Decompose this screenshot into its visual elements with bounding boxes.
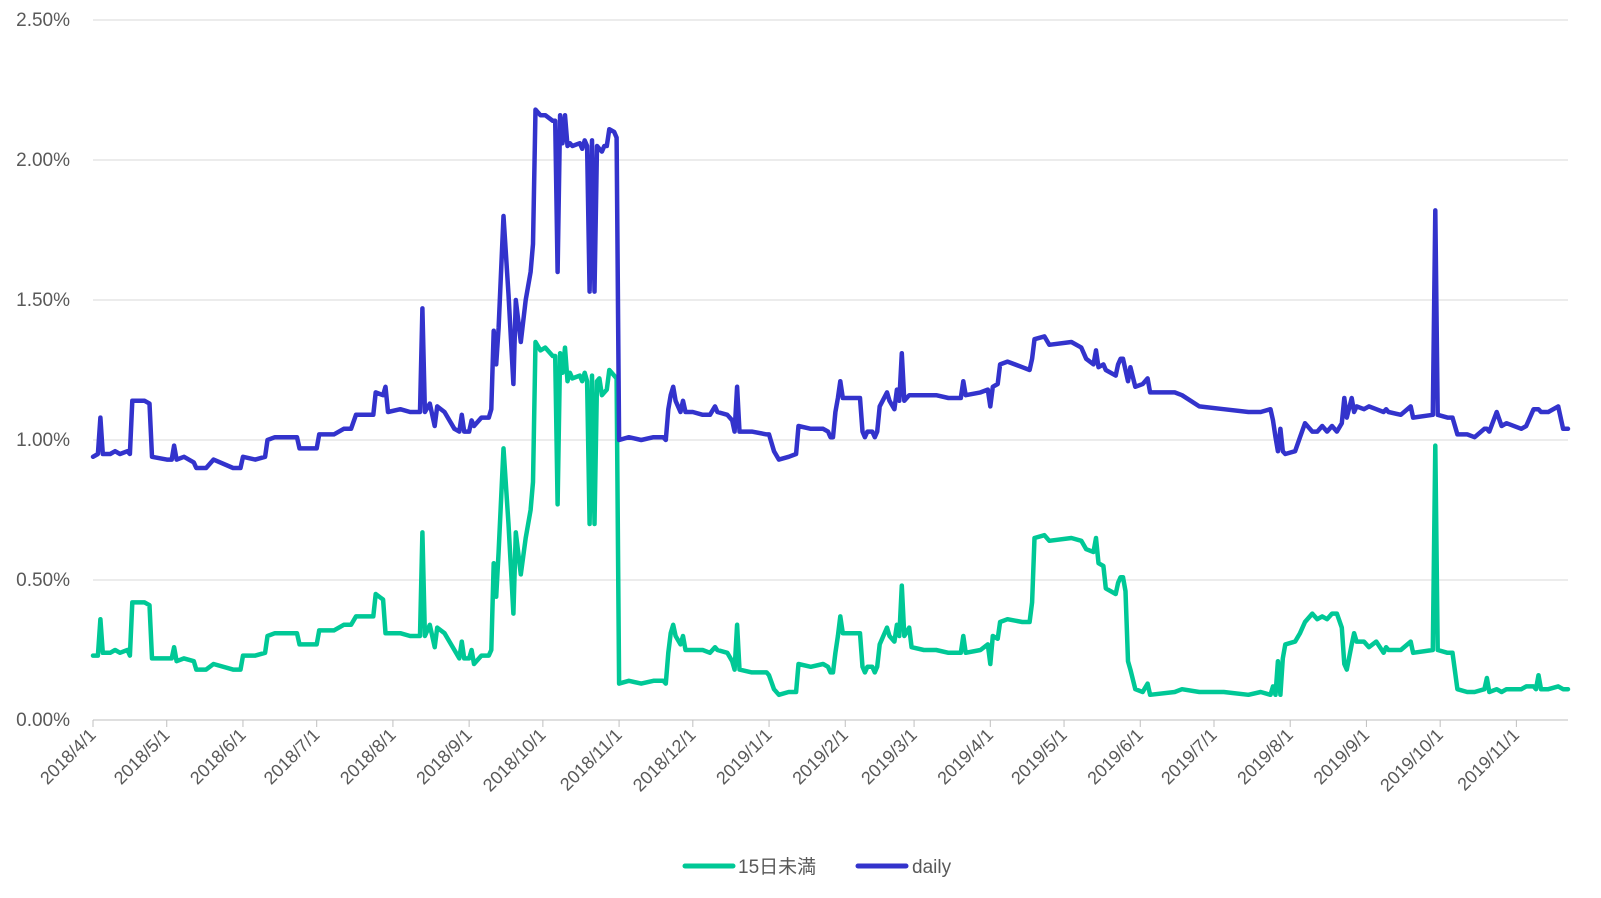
- x-tick-label: 2018/9/1: [412, 725, 476, 789]
- x-tick-label: 2018/10/1: [479, 725, 550, 796]
- x-tick-labels: 2018/4/1 2018/5/1 2018/6/1 2018/7/1 2018/8/1…: [36, 720, 1523, 795]
- x-tick-label: 2019/8/1: [1233, 725, 1297, 789]
- x-tick-label: 2018/4/1: [36, 725, 100, 789]
- x-tick-label: 2018/8/1: [336, 725, 400, 789]
- x-tick-label: 2019/1/1: [712, 725, 776, 789]
- y-tick-label: 0.50%: [16, 570, 70, 591]
- x-tick-label: 2019/3/1: [857, 725, 921, 789]
- x-tick-label: 2018/7/1: [260, 725, 324, 789]
- series-line-daily: [90, 107, 1571, 471]
- x-tick-label: 2018/5/1: [110, 725, 174, 789]
- x-tick-label: 2019/7/1: [1157, 725, 1221, 789]
- y-tick-label: 2.50%: [16, 10, 70, 31]
- x-tick-label: 2019/11/1: [1453, 725, 1523, 795]
- y-tick-label: 2.00%: [16, 150, 70, 171]
- x-tick-label: 2019/10/1: [1376, 725, 1447, 796]
- y-tick-label: 1.50%: [16, 290, 70, 311]
- x-tick-label: 2018/11/1: [556, 725, 626, 795]
- x-tick-label: 2019/4/1: [933, 725, 997, 789]
- x-tick-label: 2018/6/1: [186, 725, 250, 789]
- x-tick-label: 2019/5/1: [1007, 725, 1071, 789]
- x-tick-label: 2019/9/1: [1310, 725, 1374, 789]
- legend: 15日未満 daily: [682, 856, 952, 878]
- series-line-under-15-days: [90, 339, 1571, 698]
- y-tick-label: 1.00%: [16, 430, 70, 451]
- x-tick-label: 2019/2/1: [788, 725, 852, 789]
- y-tick-label: 0.00%: [16, 710, 70, 731]
- y-gridlines: [93, 19, 1568, 581]
- series-lines: [90, 107, 1571, 698]
- legend-label: 15日未満: [738, 856, 816, 878]
- x-tick-label: 2019/6/1: [1083, 725, 1147, 789]
- x-tick-label: 2018/12/1: [629, 725, 700, 796]
- legend-label: daily: [912, 857, 952, 878]
- y-tick-labels: 0.00% 0.50% 1.00% 1.50% 2.00% 2.50%: [16, 10, 70, 731]
